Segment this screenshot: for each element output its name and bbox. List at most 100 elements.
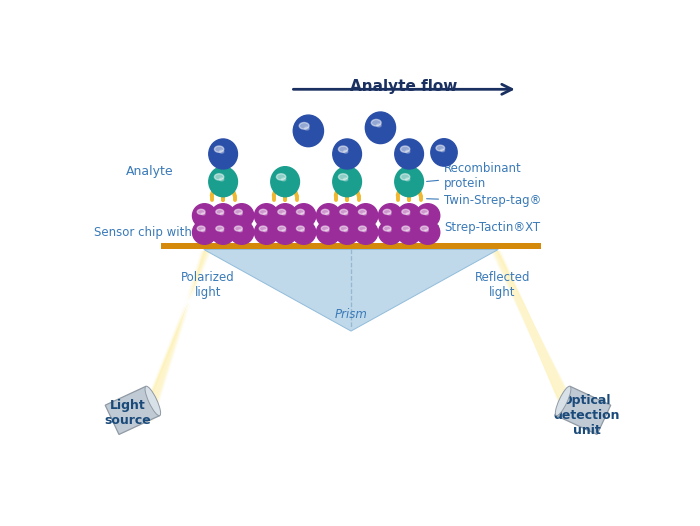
Ellipse shape xyxy=(239,229,242,232)
Ellipse shape xyxy=(388,229,391,232)
Ellipse shape xyxy=(292,204,316,228)
Ellipse shape xyxy=(220,213,224,215)
Ellipse shape xyxy=(255,220,279,244)
Ellipse shape xyxy=(321,226,329,231)
Ellipse shape xyxy=(197,209,205,214)
Ellipse shape xyxy=(255,204,279,228)
Ellipse shape xyxy=(297,226,304,231)
Ellipse shape xyxy=(292,220,316,244)
Ellipse shape xyxy=(216,226,224,231)
Polygon shape xyxy=(556,386,610,434)
Ellipse shape xyxy=(416,220,440,244)
Polygon shape xyxy=(105,386,160,434)
Ellipse shape xyxy=(216,209,224,214)
Ellipse shape xyxy=(430,139,457,166)
Ellipse shape xyxy=(425,213,428,215)
Ellipse shape xyxy=(220,178,224,181)
Polygon shape xyxy=(153,251,211,422)
Text: Sensor chip with gold film: Sensor chip with gold film xyxy=(94,227,247,239)
Ellipse shape xyxy=(402,226,409,231)
Ellipse shape xyxy=(340,209,348,214)
Ellipse shape xyxy=(371,119,381,126)
Ellipse shape xyxy=(388,213,391,215)
Ellipse shape xyxy=(344,150,348,153)
Ellipse shape xyxy=(395,167,424,197)
Ellipse shape xyxy=(220,229,224,232)
Ellipse shape xyxy=(377,124,382,127)
Ellipse shape xyxy=(344,213,348,215)
Ellipse shape xyxy=(211,220,235,244)
Text: Recombinant
protein: Recombinant protein xyxy=(426,163,522,190)
Ellipse shape xyxy=(395,139,424,169)
Ellipse shape xyxy=(397,204,421,228)
Text: Polarized
light: Polarized light xyxy=(181,271,234,299)
Ellipse shape xyxy=(358,226,366,231)
Ellipse shape xyxy=(281,178,286,181)
Ellipse shape xyxy=(436,145,445,151)
Ellipse shape xyxy=(273,220,297,244)
Ellipse shape xyxy=(271,167,300,197)
Ellipse shape xyxy=(230,220,254,244)
Ellipse shape xyxy=(209,139,237,169)
Polygon shape xyxy=(494,251,568,422)
Ellipse shape xyxy=(405,150,409,153)
Ellipse shape xyxy=(340,226,348,231)
Ellipse shape xyxy=(400,174,410,180)
Ellipse shape xyxy=(406,213,410,215)
Text: Reflected
light: Reflected light xyxy=(475,271,530,299)
Ellipse shape xyxy=(405,178,409,181)
Text: Strep-Tactin®XT: Strep-Tactin®XT xyxy=(426,221,540,235)
Text: Analyte: Analyte xyxy=(126,165,174,178)
Ellipse shape xyxy=(425,229,428,232)
Ellipse shape xyxy=(304,127,309,130)
Ellipse shape xyxy=(202,213,205,215)
Ellipse shape xyxy=(259,226,267,231)
Ellipse shape xyxy=(234,226,242,231)
Ellipse shape xyxy=(379,220,402,244)
Polygon shape xyxy=(151,251,209,422)
Ellipse shape xyxy=(145,386,160,416)
Ellipse shape xyxy=(282,213,286,215)
Polygon shape xyxy=(495,251,567,422)
Ellipse shape xyxy=(326,213,329,215)
Ellipse shape xyxy=(299,123,309,129)
Polygon shape xyxy=(491,251,570,422)
Ellipse shape xyxy=(321,209,329,214)
Ellipse shape xyxy=(202,229,205,232)
Ellipse shape xyxy=(316,220,340,244)
Ellipse shape xyxy=(365,112,396,144)
Ellipse shape xyxy=(263,229,267,232)
Ellipse shape xyxy=(193,220,216,244)
Ellipse shape xyxy=(339,146,348,153)
Ellipse shape xyxy=(421,209,428,214)
Ellipse shape xyxy=(209,167,237,197)
Polygon shape xyxy=(148,251,205,422)
Polygon shape xyxy=(492,251,569,422)
Ellipse shape xyxy=(400,146,410,153)
Ellipse shape xyxy=(220,150,224,153)
Ellipse shape xyxy=(301,229,304,232)
Ellipse shape xyxy=(214,174,224,180)
Ellipse shape xyxy=(555,386,571,416)
Ellipse shape xyxy=(421,226,428,231)
Polygon shape xyxy=(204,249,498,331)
Polygon shape xyxy=(497,251,566,422)
Ellipse shape xyxy=(416,204,440,228)
Ellipse shape xyxy=(397,220,421,244)
Ellipse shape xyxy=(230,204,254,228)
Ellipse shape xyxy=(316,204,340,228)
Ellipse shape xyxy=(344,178,348,181)
Ellipse shape xyxy=(293,115,323,147)
Ellipse shape xyxy=(211,204,235,228)
Ellipse shape xyxy=(335,204,359,228)
Text: Analyte flow: Analyte flow xyxy=(350,79,457,94)
Ellipse shape xyxy=(363,213,366,215)
Ellipse shape xyxy=(301,213,304,215)
Ellipse shape xyxy=(332,167,361,197)
Text: Optical
detection
unit: Optical detection unit xyxy=(553,394,620,437)
Ellipse shape xyxy=(406,229,410,232)
Ellipse shape xyxy=(354,220,378,244)
Text: Light
source: Light source xyxy=(104,399,151,427)
Text: Prism: Prism xyxy=(335,308,368,321)
Ellipse shape xyxy=(259,209,267,214)
